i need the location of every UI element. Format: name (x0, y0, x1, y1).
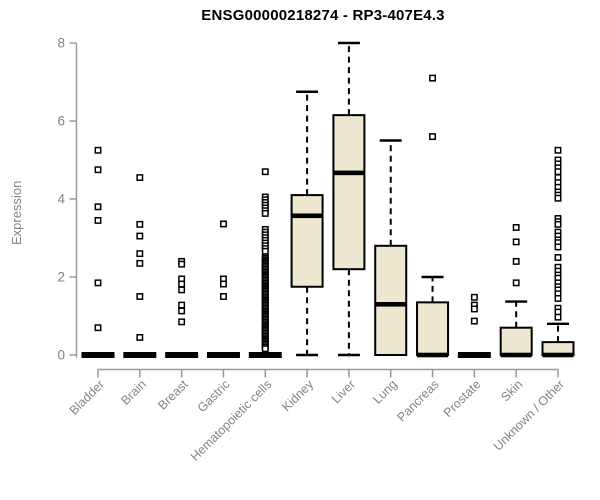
outlier-point-gastric (220, 280, 227, 288)
outlier-point-breast (178, 286, 186, 294)
outlier-point-breast (178, 280, 186, 288)
outlier-point-bladder (94, 217, 102, 224)
x-tick-label-gastric: Gastric (195, 377, 233, 415)
outlier-point-unknown-other (554, 295, 562, 302)
outlier-point-brain (136, 232, 144, 240)
outlier-point-unknown-other (554, 220, 562, 228)
outlier-point-gastric (220, 220, 227, 228)
outlier-point-bladder (94, 146, 102, 154)
box-skin (499, 326, 533, 357)
outlier-point-prostate (470, 293, 478, 301)
x-tick-label-lung: Lung (370, 377, 400, 407)
median-lung (375, 302, 407, 307)
x-tick-label-prostate: Prostate (441, 377, 484, 420)
outlier-point-breast (178, 260, 186, 268)
outlier-point-brain (136, 259, 144, 267)
outlier-point-bladder (94, 203, 102, 211)
outlier-point-bladder (94, 324, 102, 332)
outlier-point-unknown-other (554, 168, 562, 176)
median-unknown-other (542, 352, 574, 358)
median-skin (500, 352, 532, 358)
outlier-point-bladder (94, 166, 102, 174)
box-liver (332, 114, 366, 271)
x-tick-label-brain: Brain (118, 377, 149, 408)
flat-box-gastric (206, 352, 240, 358)
outlier-point-skin (512, 279, 520, 287)
median-kidney (291, 213, 323, 219)
flat-box-brain (123, 352, 157, 358)
y-tick-label-8: 8 (57, 36, 65, 51)
outlier-point-hematopoietic-cells (261, 247, 269, 255)
outlier-point-breast (178, 318, 186, 326)
x-tick-label-unknown-other: Unknown / Other (491, 377, 567, 453)
x-tick-label-breast: Breast (155, 377, 191, 413)
flat-box-bladder (81, 352, 115, 358)
median-liver (333, 170, 365, 176)
outlier-point-prostate (470, 317, 478, 325)
flat-box-hematopoietic-cells (248, 352, 282, 358)
flat-box-prostate (457, 352, 491, 358)
box-kidney (290, 194, 324, 288)
outlier-point-breast (178, 307, 186, 315)
x-tick-label-kidney: Kidney (279, 377, 316, 414)
outlier-point-gastric (220, 293, 227, 300)
x-tick-label-skin: Skin (498, 377, 525, 404)
outlier-point-brain (136, 220, 144, 228)
outlier-point-unknown-other (554, 146, 562, 154)
box-lung (374, 244, 408, 356)
flat-box-breast (165, 352, 199, 358)
x-tick-label-liver: Liver (329, 377, 358, 406)
outlier-point-bladder (94, 279, 102, 287)
y-tick-label-0: 0 (57, 348, 65, 363)
outlier-point-unknown-other (554, 313, 562, 321)
median-pancreas (417, 352, 449, 358)
outlier-point-hematopoietic-cells (261, 209, 269, 217)
outlier-point-unknown-other (554, 243, 562, 251)
x-tick-label-hematopoietic-cells: Hematopoietic cells (188, 377, 275, 464)
y-tick-label-2: 2 (57, 270, 65, 285)
outlier-point-skin (512, 257, 520, 265)
outlier-point-brain (136, 334, 144, 341)
y-axis-title: Expression (9, 180, 24, 245)
outlier-point-brain (136, 293, 144, 300)
outlier-point-brain (136, 174, 144, 182)
outlier-point-skin (512, 238, 520, 246)
y-tick-label-4: 4 (57, 192, 65, 207)
outlier-point-pancreas (429, 133, 436, 141)
x-tick-label-bladder: Bladder (67, 377, 107, 417)
outlier-point-prostate (470, 305, 478, 313)
chart-title: ENSG00000218274 - RP3-407E4.3 (201, 7, 445, 24)
outlier-point-skin (512, 224, 520, 231)
outlier-point-unknown-other (554, 194, 562, 202)
y-tick-label-6: 6 (57, 114, 65, 129)
x-tick-label-pancreas: Pancreas (394, 377, 441, 424)
outlier-point-unknown-other (554, 254, 562, 261)
box-pancreas (416, 301, 450, 357)
outlier-point-brain (136, 250, 144, 258)
outlier-point-hematopoietic-cells (261, 168, 269, 176)
outlier-point-breast (178, 301, 186, 309)
outlier-point-hematopoietic-cells (261, 345, 269, 353)
outlier-point-pancreas (429, 74, 436, 82)
